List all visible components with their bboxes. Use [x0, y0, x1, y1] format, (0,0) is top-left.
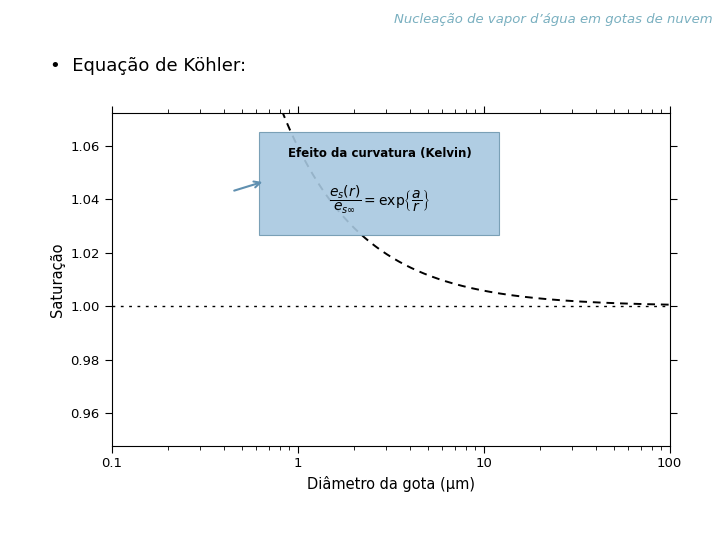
- FancyBboxPatch shape: [259, 132, 500, 234]
- Text: Cap. 1 - Formação das gotas de nuvem: Cap. 1 - Formação das gotas de nuvem: [11, 519, 256, 532]
- Text: Efeito da curvatura (Kelvin): Efeito da curvatura (Kelvin): [287, 146, 472, 160]
- Text: •  Equação de Köhler:: • Equação de Köhler:: [50, 57, 246, 75]
- Text: $\dfrac{e_s(r)}{e_{s\infty}} = \mathrm{exp}\left\{\dfrac{a}{r}\right\}$: $\dfrac{e_s(r)}{e_{s\infty}} = \mathrm{e…: [328, 184, 431, 216]
- Y-axis label: Saturação: Saturação: [50, 242, 65, 316]
- Text: Nucleação de vapor d’água em gotas de nuvem: Nucleação de vapor d’água em gotas de nu…: [394, 14, 713, 26]
- X-axis label: Diâmetro da gota (μm): Diâmetro da gota (μm): [307, 476, 474, 492]
- Text: 33: 33: [688, 518, 709, 534]
